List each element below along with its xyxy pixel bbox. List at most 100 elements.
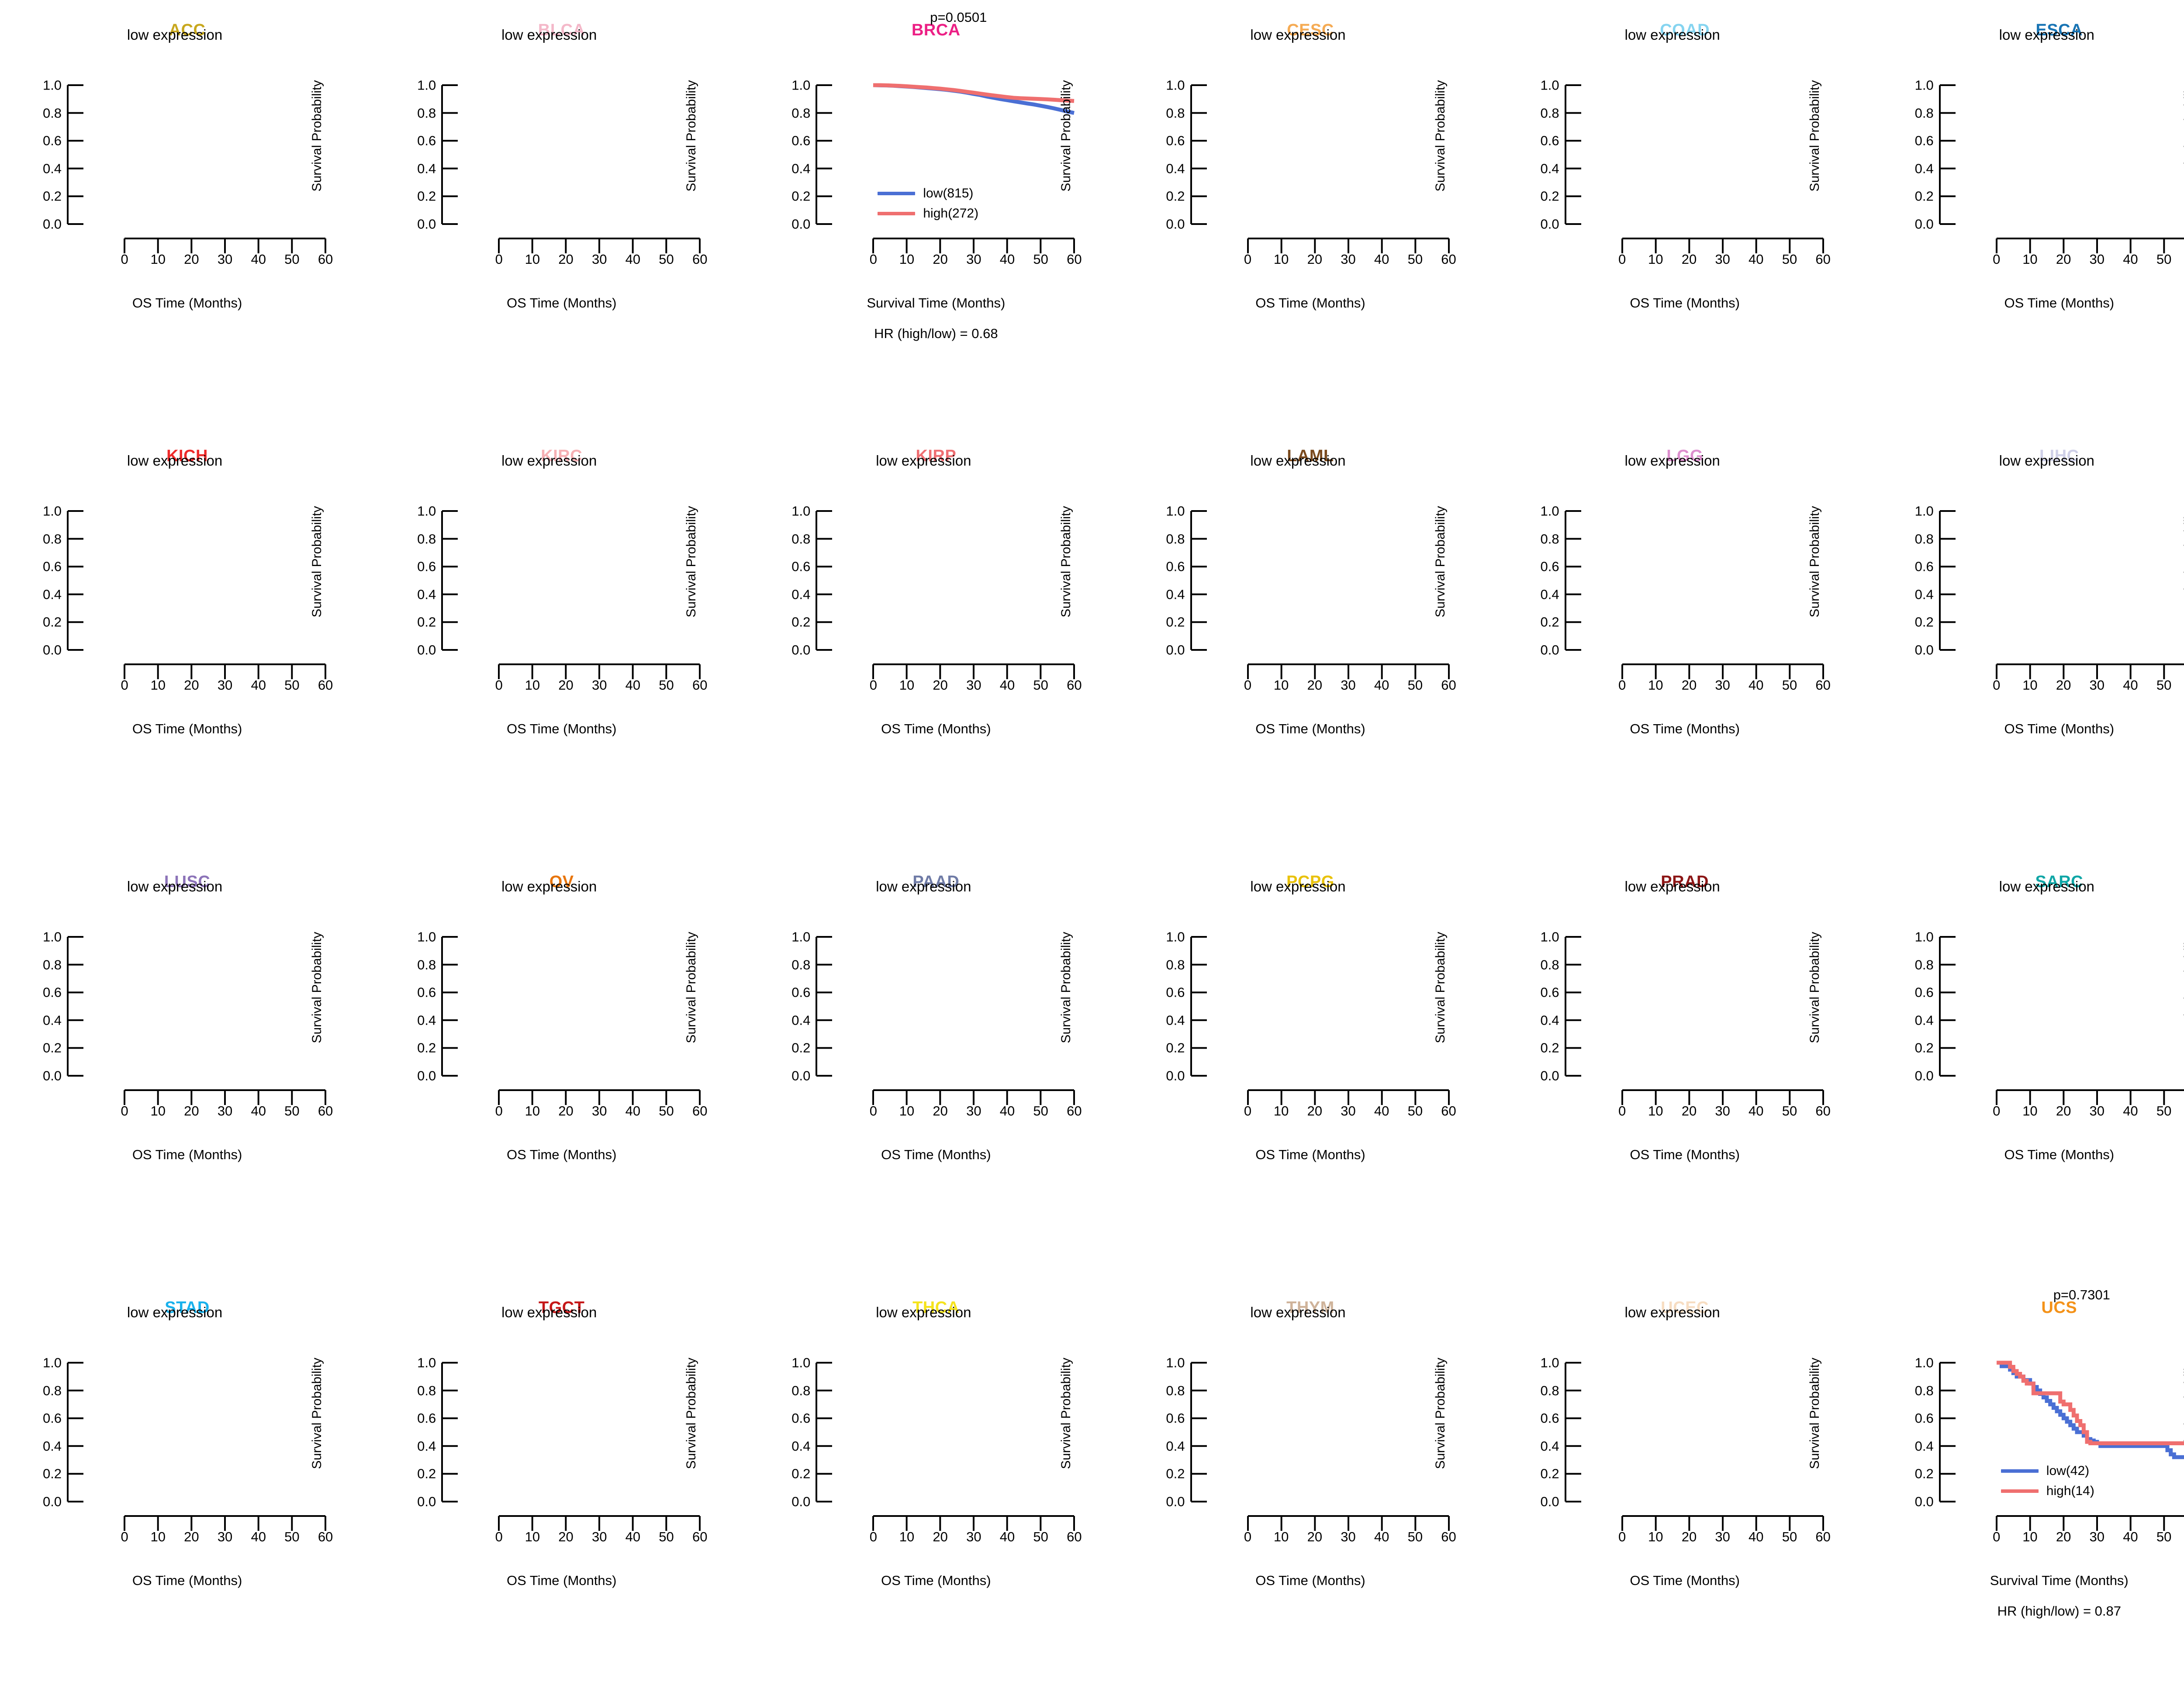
x-tick-label: 40 [1749, 1529, 1764, 1544]
y-tick-label: 0.2 [1540, 1040, 1559, 1056]
x-tick-label: 0 [121, 1103, 128, 1119]
y-tick-label-group: 1.0 0.8 0.6 0.4 0.2 0.0 [383, 428, 436, 854]
x-tick-label: 0 [1618, 1103, 1626, 1119]
x-tick-label: 60 [692, 677, 708, 693]
y-tick-label: 0.0 [791, 216, 811, 232]
x-axis-label: OS Time (Months) [1255, 1147, 1365, 1162]
y-axis-label: Survival Probability [2181, 80, 2184, 192]
y-tick-label: 0.2 [1914, 614, 1934, 630]
y-axis-label: Survival Probability [1058, 932, 1073, 1043]
panel-brca: BRCA Survival Probability 1.0 0.8 0.6 0.4 0.2 0… [684, 3, 1123, 428]
low-expression-note: low expression [1250, 27, 1346, 43]
y-tick-label-group: 1.0 0.8 0.6 0.4 0.2 0.0 [1881, 854, 1934, 1280]
curve-high14 [1996, 1361, 2184, 1445]
x-axis-label: OS Time (Months) [132, 295, 242, 311]
y-tick-label-group: 1.0 0.8 0.6 0.4 0.2 0.0 [383, 854, 436, 1280]
y-tick-label: 0.4 [1540, 587, 1559, 602]
y-tick-label: 0.0 [42, 1494, 62, 1509]
panel-title-thym: THYM [1286, 1298, 1334, 1317]
x-tick-label: 20 [933, 677, 948, 693]
panel-title-blca: BLCA [538, 21, 585, 39]
y-tick-label: 1.0 [1914, 77, 1934, 93]
low-expression-note: low expression [501, 878, 597, 894]
panel-kirp: KIRP Survival Probability 1.0 0.8 0.6 0.4 0.2 0… [684, 428, 1123, 854]
y-tick-label: 1.0 [42, 503, 62, 519]
x-tick-label: 60 [318, 677, 333, 693]
y-tick-label: 1.0 [1166, 929, 1185, 945]
panel-title-esca: ESCA [2035, 21, 2083, 39]
x-tick-label: 0 [1993, 252, 2001, 267]
y-tick-label: 0.8 [42, 1383, 62, 1399]
x-tick-label: 20 [1681, 1103, 1697, 1119]
x-tick-label: 20 [1307, 677, 1323, 693]
y-tick-label: 0.4 [1166, 161, 1185, 176]
y-tick-label: 0.2 [417, 614, 436, 630]
x-tick-label: 30 [217, 1529, 233, 1544]
x-axis-label: Survival Time (Months) [867, 295, 1006, 311]
y-tick-label: 0.2 [42, 614, 62, 630]
x-tick-label: 10 [2022, 1529, 2038, 1544]
y-tick-label: 0.2 [1914, 188, 1934, 204]
y-tick-label: 0.2 [1166, 188, 1185, 204]
low-expression-note: low expression [1624, 878, 1720, 894]
x-tick-label: 60 [1441, 677, 1456, 693]
y-tick-label-group: 1.0 0.8 0.6 0.4 0.2 0.0 [1132, 854, 1185, 1280]
y-tick-label: 0.6 [1166, 559, 1185, 574]
y-tick-label-group: 1.0 0.8 0.6 0.4 0.2 0.0 [1507, 1280, 1559, 1706]
y-tick-label: 0.2 [791, 188, 811, 204]
panel-lusc: LUSC Survival Probability 1.0 0.8 0.6 0.4 0.2 0… [0, 854, 374, 1280]
y-tick-label: 0.2 [791, 1466, 811, 1482]
x-tick-label: 20 [933, 1529, 948, 1544]
x-tick-label: 40 [1374, 1529, 1389, 1544]
x-tick-label: 50 [659, 1103, 674, 1119]
x-tick-label: 10 [150, 1529, 166, 1544]
y-tick-label: 0.6 [1166, 133, 1185, 148]
x-axis-label: OS Time (Months) [1630, 1147, 1740, 1162]
x-tick-label: 30 [217, 677, 233, 693]
plot-axes [441, 510, 701, 679]
y-tick-label: 0.4 [1540, 161, 1559, 176]
y-tick-label: 0.6 [1540, 984, 1559, 1000]
y-axis-label: Survival Probability [310, 932, 325, 1043]
x-tick-label: 50 [2156, 1529, 2172, 1544]
low-expression-note: low expression [1624, 27, 1720, 43]
x-tick-label: 40 [1749, 1103, 1764, 1119]
x-axis-label: OS Time (Months) [1630, 1573, 1740, 1588]
y-tick-label: 0.8 [791, 1383, 811, 1399]
panel-acc: ACC Survival Probability 1.0 0.8 0.6 0.4 0.2 0.… [0, 3, 374, 428]
x-tick-label: 30 [591, 252, 607, 267]
plot-axes [1190, 1362, 1450, 1531]
low-expression-note: low expression [876, 452, 971, 469]
y-axis-label: Survival Probability [1807, 506, 1822, 618]
panel-kich: KICH Survival Probability 1.0 0.8 0.6 0.4 0.2 0… [0, 428, 374, 854]
x-tick-label: 50 [1782, 677, 1797, 693]
y-axis-label: Survival Probability [2181, 1357, 2184, 1469]
x-tick-label: 20 [933, 252, 948, 267]
x-tick-label: 30 [1341, 677, 1356, 693]
legend-label: high(272) [923, 206, 979, 221]
plot-axes [1564, 1362, 1824, 1531]
y-tick-label-group: 1.0 0.8 0.6 0.4 0.2 0.0 [1507, 3, 1559, 428]
y-tick-label: 0.2 [1540, 614, 1559, 630]
plot-axes [67, 936, 327, 1105]
y-tick-label: 0.6 [1166, 1410, 1185, 1426]
y-axis-label: Survival Probability [1807, 932, 1822, 1043]
x-axis-label: OS Time (Months) [506, 295, 617, 311]
legend-label: low(42) [2046, 1464, 2090, 1478]
x-tick-label: 30 [217, 252, 233, 267]
y-tick-label: 0.6 [417, 1410, 436, 1426]
curve-high272 [873, 83, 1075, 103]
y-tick-label: 0.6 [791, 559, 811, 574]
x-tick-label: 20 [933, 1103, 948, 1119]
x-axis-label: OS Time (Months) [2004, 1147, 2115, 1162]
